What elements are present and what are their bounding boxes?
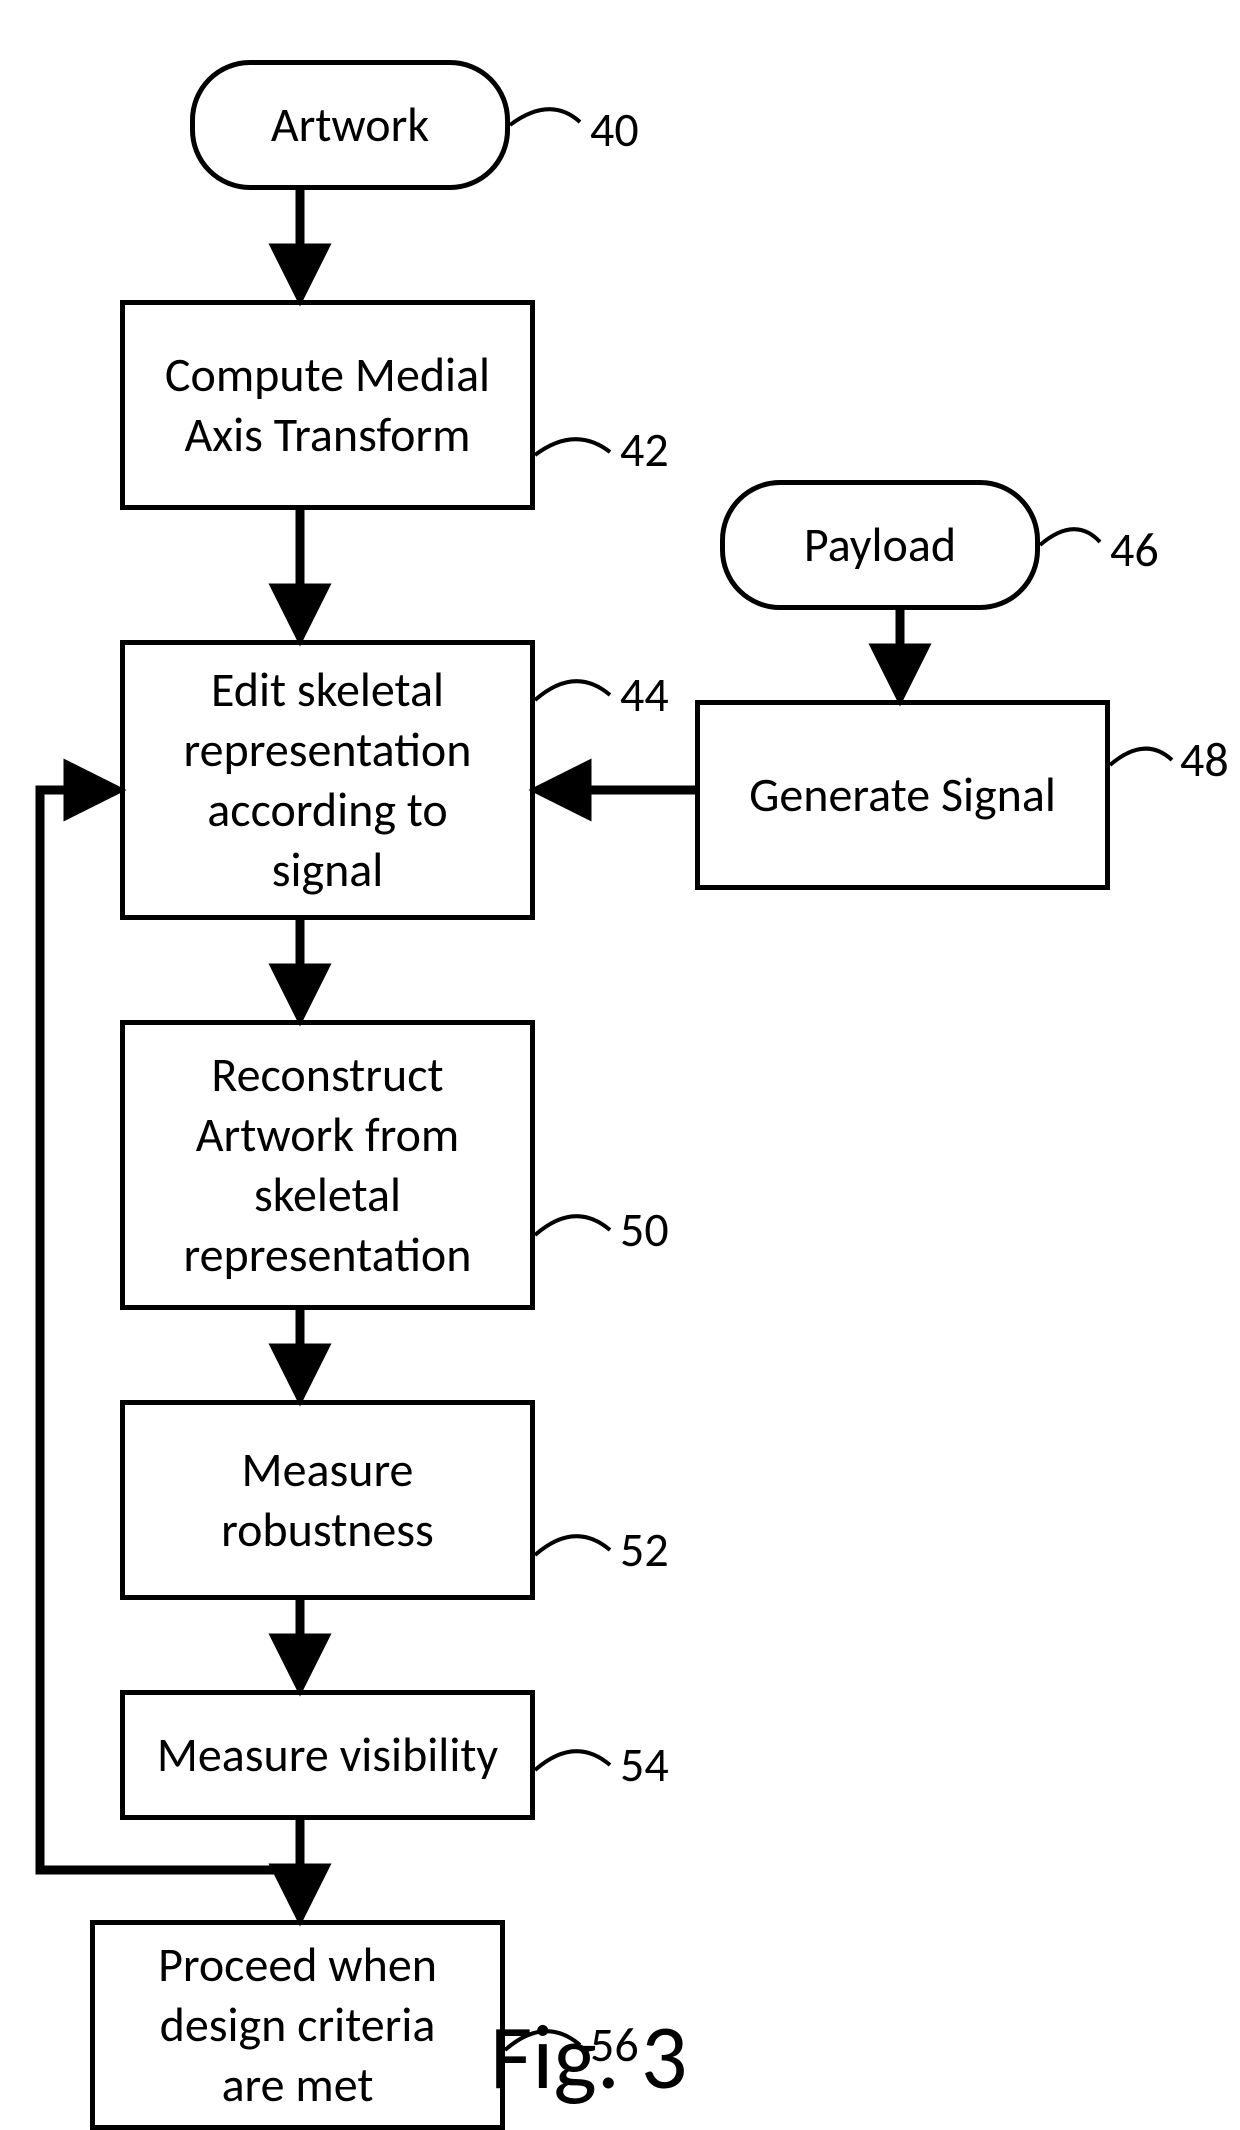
- node-label: Proceed whendesign criteriaare met: [158, 1935, 437, 2115]
- leader-52: [535, 1536, 610, 1555]
- leader-44: [535, 681, 610, 700]
- node-label: Compute MedialAxis Transform: [165, 345, 490, 465]
- node-label: Payload: [804, 515, 956, 575]
- node-reconstruct: ReconstructArtwork fromskeletalrepresent…: [120, 1020, 535, 1310]
- leader-50: [535, 1216, 610, 1235]
- node-compute-mat: Compute MedialAxis Transform: [120, 300, 535, 510]
- ref-54: 54: [620, 1735, 669, 1794]
- node-edit-skeletal: Edit skeletalrepresentationaccording tos…: [120, 640, 535, 920]
- node-artwork: Artwork: [190, 60, 510, 190]
- node-generate-signal: Generate Signal: [695, 700, 1110, 890]
- node-label: Edit skeletalrepresentationaccording tos…: [184, 660, 472, 900]
- node-proceed: Proceed whendesign criteriaare met: [90, 1920, 505, 2130]
- node-payload: Payload: [720, 480, 1040, 610]
- ref-50: 50: [620, 1200, 669, 1259]
- node-label: Measurerobustness: [221, 1440, 434, 1560]
- node-label: Measure visibility: [157, 1725, 498, 1785]
- leader-54: [535, 1751, 610, 1770]
- node-measure-visibility: Measure visibility: [120, 1690, 535, 1820]
- node-label: ReconstructArtwork fromskeletalrepresent…: [184, 1045, 472, 1285]
- ref-52: 52: [620, 1520, 669, 1579]
- ref-40: 40: [590, 100, 639, 159]
- ref-48: 48: [1180, 730, 1229, 789]
- figure-caption: Fig. 3: [490, 2000, 687, 2113]
- leader-42: [535, 439, 610, 455]
- leader-40: [510, 109, 580, 125]
- ref-44: 44: [620, 665, 669, 724]
- node-label: Generate Signal: [749, 765, 1056, 825]
- ref-42: 42: [620, 420, 669, 479]
- leader-48: [1110, 749, 1172, 765]
- ref-46: 46: [1110, 520, 1159, 579]
- leader-46: [1040, 529, 1100, 545]
- node-label: Artwork: [271, 95, 429, 155]
- node-measure-robustness: Measurerobustness: [120, 1400, 535, 1600]
